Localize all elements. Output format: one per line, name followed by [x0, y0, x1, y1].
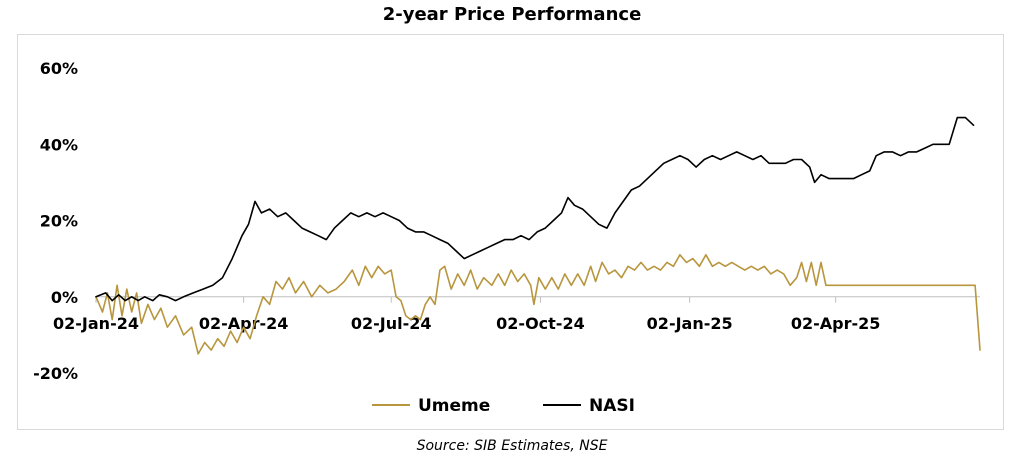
series-line-umeme: [95, 254, 981, 355]
y-tick-label: 0%: [51, 288, 78, 307]
chart-frame: [17, 34, 1004, 430]
legend-label-umeme: Umeme: [418, 396, 490, 416]
series-line-nasi: [95, 116, 975, 302]
x-tick-label: 02-Jul-24: [351, 314, 432, 333]
x-tick-label: 02-Jan-24: [53, 314, 139, 333]
x-tick-label: 02-Jan-25: [647, 314, 733, 333]
legend-label-nasi: NASI: [589, 396, 635, 416]
source-note: Source: SIB Estimates, NSE: [416, 438, 608, 454]
y-tick-label: 20%: [40, 212, 78, 231]
x-tick-label: 02-Oct-24: [496, 314, 585, 333]
y-tick-label: 60%: [40, 59, 78, 78]
y-tick-label: -20%: [33, 364, 78, 383]
x-tick-label: 02-Apr-25: [791, 314, 881, 333]
x-tick-label: 02-Apr-24: [199, 314, 289, 333]
chart-title: 2-year Price Performance: [382, 4, 642, 25]
y-tick-label: 40%: [40, 135, 78, 154]
